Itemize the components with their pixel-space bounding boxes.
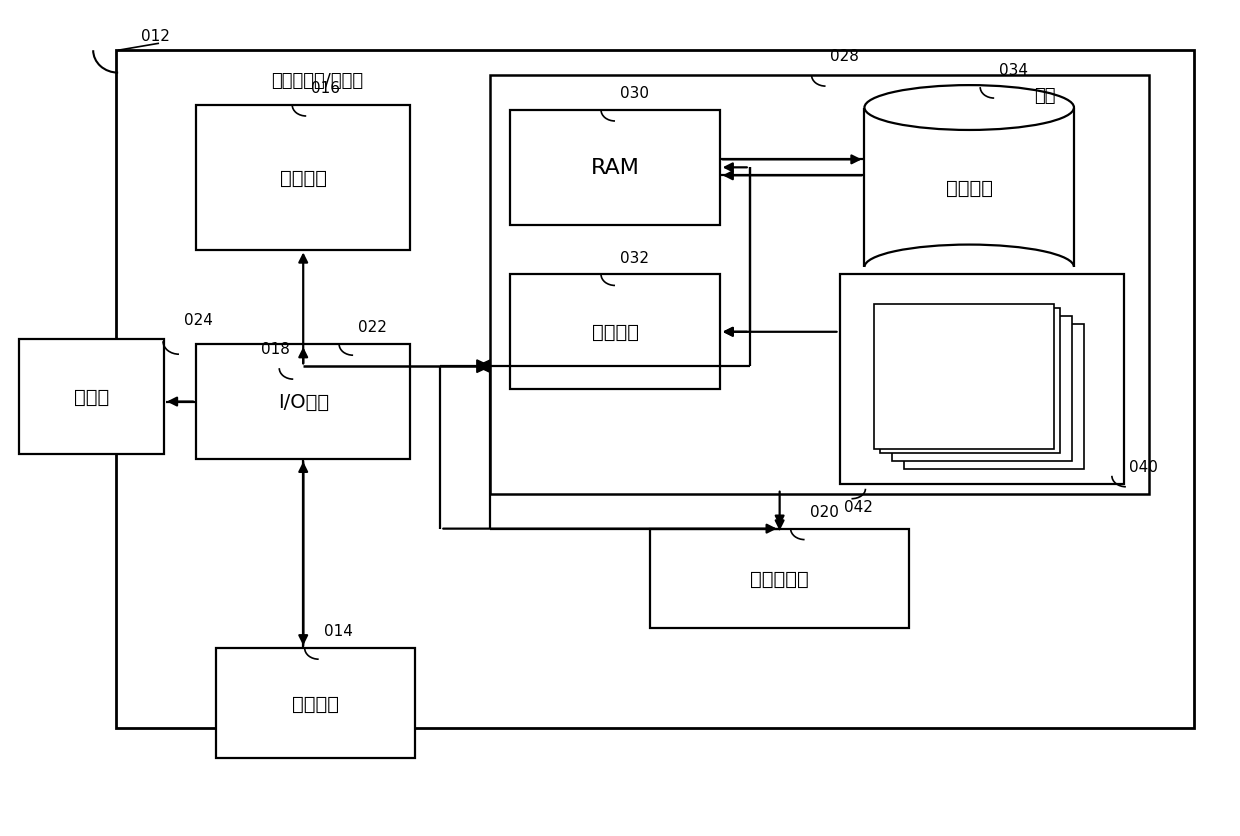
Text: 外部设备: 外部设备 (293, 694, 340, 713)
Text: 034: 034 (999, 63, 1028, 78)
Bar (839, 275, 1123, 484)
Text: 018: 018 (262, 342, 290, 357)
Bar (880, 309, 1060, 453)
Text: 022: 022 (358, 320, 387, 335)
Text: 014: 014 (324, 624, 352, 639)
Text: 显示器: 显示器 (74, 388, 109, 406)
Bar (510, 275, 719, 390)
Bar (904, 325, 1084, 469)
Bar (893, 317, 1073, 461)
Text: 020: 020 (810, 504, 838, 519)
Text: 高速缓存: 高速缓存 (591, 323, 639, 342)
Text: 016: 016 (311, 81, 340, 96)
Bar (117, 51, 1194, 728)
Text: 存储系统: 存储系统 (946, 179, 993, 197)
Text: RAM: RAM (590, 158, 640, 178)
Text: I/O接口: I/O接口 (278, 393, 329, 411)
Text: 040: 040 (1128, 459, 1158, 474)
Bar (874, 305, 1054, 450)
Text: 处理单元: 处理单元 (280, 169, 326, 187)
Text: 030: 030 (620, 86, 649, 101)
Ellipse shape (864, 86, 1074, 130)
Text: 网络适配器: 网络适配器 (750, 569, 808, 589)
Bar (650, 529, 909, 629)
Text: 012: 012 (141, 29, 170, 44)
Bar (490, 76, 1148, 494)
Text: 024: 024 (184, 313, 213, 328)
Bar (196, 344, 410, 459)
Bar (20, 340, 164, 454)
Bar (510, 111, 719, 226)
Text: 042: 042 (844, 499, 873, 514)
Bar (216, 649, 415, 758)
Bar (196, 106, 410, 250)
Text: 032: 032 (620, 250, 649, 265)
Text: 内存: 内存 (1034, 87, 1055, 105)
Bar (864, 109, 1074, 268)
Polygon shape (477, 360, 490, 373)
Text: 028: 028 (830, 49, 858, 64)
Text: 计算机系统/服务器: 计算机系统/服务器 (270, 72, 363, 90)
Polygon shape (477, 360, 490, 373)
